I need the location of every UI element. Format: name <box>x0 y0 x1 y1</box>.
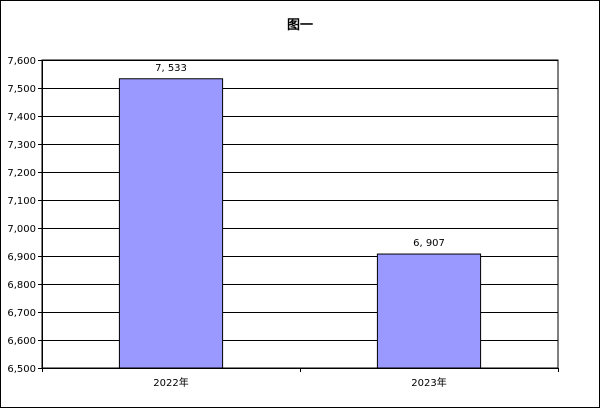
data-label: 7, 533 <box>155 63 187 74</box>
y-tick-label: 7,300 <box>7 140 36 151</box>
y-tick-label: 7,100 <box>7 196 36 207</box>
y-tick-label: 6,800 <box>7 280 36 291</box>
y-tick-label: 6,900 <box>7 252 36 263</box>
x-tick-label: 2022年 <box>153 376 188 389</box>
bar <box>118 78 224 369</box>
y-tick-label: 7,600 <box>7 56 36 67</box>
bar <box>376 253 482 369</box>
y-tick-label: 7,000 <box>7 224 36 235</box>
y-tick-label: 6,600 <box>7 336 36 347</box>
data-label: 6, 907 <box>413 238 445 249</box>
y-tick-label: 6,500 <box>7 364 36 375</box>
x-tick-label: 2023年 <box>411 376 446 389</box>
y-tick-label: 7,200 <box>7 168 36 179</box>
chart-title: 图一 <box>286 18 313 33</box>
y-tick-label: 6,700 <box>7 308 36 319</box>
y-tick-label: 7,500 <box>7 84 36 95</box>
y-tick-label: 7,400 <box>7 112 36 123</box>
